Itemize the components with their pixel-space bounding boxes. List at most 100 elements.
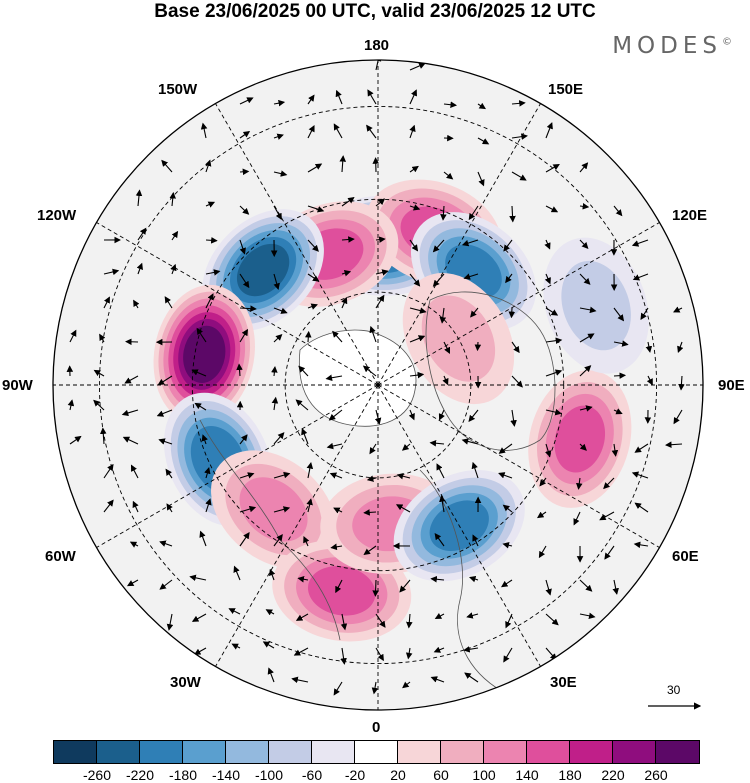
wind-vector: [239, 434, 248, 445]
wind-vector: [273, 273, 280, 290]
wind-vector: [170, 263, 177, 275]
wind-vector: [613, 372, 627, 379]
wind-vector: [503, 647, 513, 663]
wind-vector: [271, 396, 279, 411]
wind-vector: [545, 122, 553, 139]
wind-vector: [631, 471, 649, 479]
wind-vector: [374, 409, 382, 425]
wind-vector: [646, 375, 653, 386]
graticule: [53, 60, 703, 710]
wind-vector: [233, 565, 241, 581]
wind-vector: [121, 409, 139, 417]
wind-vector: [333, 681, 343, 696]
wind-vector: [673, 409, 683, 425]
colorbar-swatch: [613, 741, 656, 763]
wind-vector: [645, 341, 653, 353]
wind-vector: [539, 477, 547, 487]
wind-vector: [239, 505, 257, 513]
wind-vector: [341, 270, 352, 277]
wind-vector: [273, 170, 288, 177]
wind-vector: [470, 307, 479, 318]
wind-vector: [461, 438, 479, 445]
lon-label-90w: 90W: [2, 377, 33, 394]
wind-vector: [409, 62, 426, 71]
wind-vector: [366, 475, 377, 482]
wind-vector: [363, 545, 377, 556]
wind-vector: [436, 463, 445, 479]
wind-vector: [439, 495, 446, 513]
wind-vector: [375, 647, 384, 662]
lon-label-90e: 90E: [718, 377, 745, 394]
wind-vector: [401, 443, 411, 451]
colorbar-label: -180: [168, 767, 198, 783]
wind-vectors: [66, 60, 685, 696]
wind-vector: [169, 191, 177, 207]
wind-vector: [295, 399, 309, 411]
wind-vector: [408, 409, 415, 421]
wind-vector: [579, 203, 590, 210]
wind-vector: [231, 643, 241, 650]
wind-vector: [341, 196, 355, 207]
wind-vector: [544, 443, 552, 458]
wind-vector: [511, 171, 527, 181]
wind-vector: [166, 503, 173, 513]
anomaly-contour: [561, 260, 631, 351]
wind-vector: [303, 536, 310, 547]
colorbar-swatch: [656, 741, 699, 763]
anomaly-contour: [307, 565, 376, 616]
wind-vector: [157, 375, 173, 386]
meridian-line: [215, 384, 379, 667]
wind-vector: [137, 227, 147, 241]
wind-vector: [673, 306, 683, 313]
wind-vector: [409, 335, 426, 343]
wind-vector: [307, 94, 315, 105]
wind-vector: [375, 613, 386, 628]
wind-vector: [306, 462, 314, 479]
wind-vector: [677, 341, 684, 353]
wind-vector: [305, 330, 312, 343]
wind-vector: [369, 325, 377, 343]
wind-vector: [262, 641, 275, 649]
wind-vector: [366, 124, 377, 139]
wind-vector: [429, 439, 445, 447]
colorbar-swatch: [527, 741, 570, 763]
colorbar-swatch: [269, 741, 312, 763]
wind-vector: [544, 273, 551, 285]
wind-vector: [613, 340, 629, 347]
wind-vector: [333, 123, 343, 139]
wind-vector: [295, 613, 309, 621]
meridian-line: [96, 222, 379, 386]
wind-vector: [205, 237, 218, 244]
wind-vector: [239, 131, 251, 139]
wind-vector: [291, 676, 309, 684]
wind-vector: [165, 468, 173, 479]
wind-vector: [599, 511, 615, 521]
wind-vector: [103, 268, 120, 276]
wind-vector: [432, 239, 445, 253]
wind-vector: [678, 375, 685, 391]
wind-vector: [439, 307, 447, 324]
wind-vector: [472, 534, 479, 547]
wind-vector: [200, 122, 208, 139]
wind-vector: [67, 399, 75, 411]
wind-vector: [69, 329, 77, 343]
wind-vector: [579, 306, 597, 314]
wind-vector: [433, 646, 445, 653]
wind-vector: [430, 575, 445, 583]
wind-vector: [573, 511, 581, 526]
wind-vector: [103, 499, 114, 513]
wind-vector: [329, 472, 343, 479]
wind-vector: [545, 369, 563, 377]
wind-vector: [409, 89, 417, 105]
colorbar-label: 60: [433, 767, 449, 783]
wind-vector: [273, 133, 284, 140]
wind-vector: [239, 205, 250, 215]
latitude-circle: [98, 105, 658, 665]
wind-vector: [339, 155, 347, 173]
wind-vector: [307, 125, 315, 139]
colorbar-label: 140: [515, 767, 539, 783]
lon-label-150w: 150W: [158, 81, 198, 98]
wind-vector: [307, 273, 320, 282]
wind-vector: [434, 612, 445, 619]
